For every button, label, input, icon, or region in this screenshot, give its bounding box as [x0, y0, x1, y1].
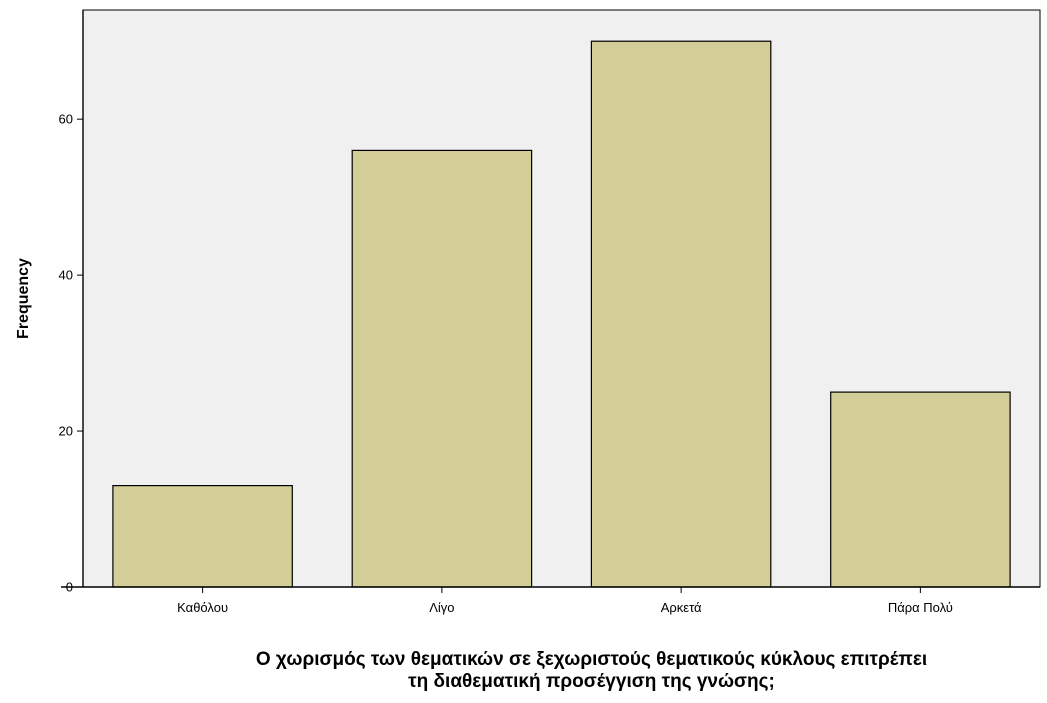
bars-layer [112, 40, 1011, 588]
y-tick-label-3: 60 [59, 112, 73, 127]
labels-layer: Καθόλου Λίγο Αρκετά Πάρα Πολύ 0 20 40 60 [59, 112, 953, 615]
x-axis-title-line-1: Ο χωρισμός των θεματικών σε ξεχωριστούς … [256, 649, 927, 670]
bar-0 [112, 485, 293, 588]
x-tick-label-1: Λίγο [429, 600, 454, 615]
x-tick-label-0: Καθόλου [177, 600, 228, 615]
bar-2 [590, 40, 772, 588]
bar-3 [830, 391, 1011, 588]
bar-1 [351, 149, 533, 588]
y-tick-label-1: 20 [59, 424, 73, 439]
y-tick-label-0: 0 [66, 580, 73, 595]
x-tick-label-3: Πάρα Πολύ [888, 600, 953, 615]
x-tick-label-2: Αρκετά [661, 600, 702, 615]
axes-layer [61, 10, 1040, 593]
y-tick-label-2: 40 [59, 268, 73, 283]
y-axis-title: Frequency [15, 258, 32, 339]
x-axis-title-line-2: τη διαθεματική προσέγγιση της γνώσης; [408, 671, 775, 692]
